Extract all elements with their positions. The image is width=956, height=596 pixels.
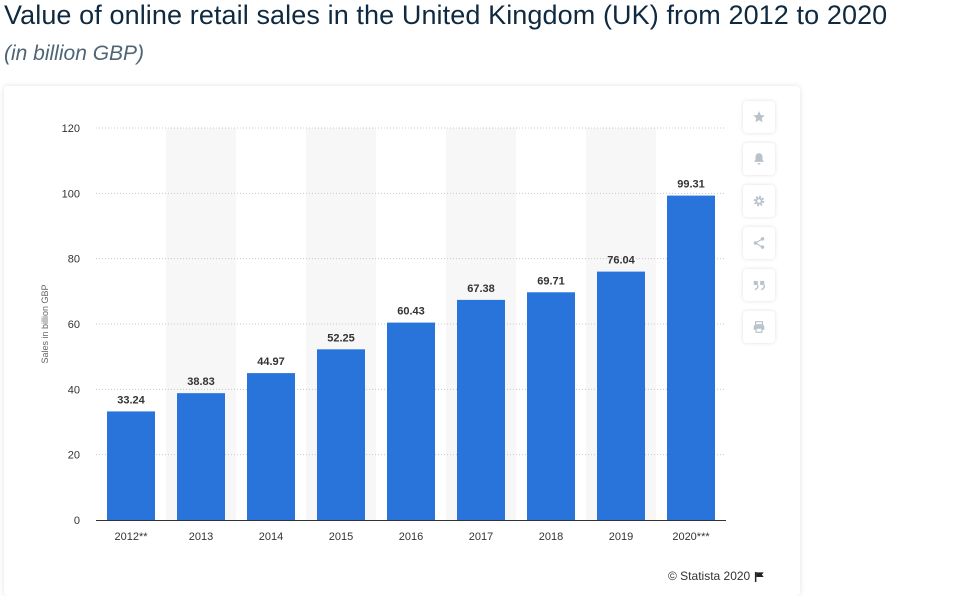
notification-button[interactable] [743, 143, 775, 175]
y-tick-label: 20 [68, 450, 80, 462]
x-tick-label: 2013 [189, 531, 213, 543]
y-tick-label: 120 [62, 123, 80, 135]
x-tick-label: 2019 [609, 531, 633, 543]
y-tick-label: 60 [68, 319, 80, 331]
bar [667, 195, 715, 520]
data-label: 44.97 [257, 356, 285, 368]
x-tick-label: 2012** [114, 531, 148, 543]
y-tick-label: 40 [68, 384, 80, 396]
x-tick-label: 2020*** [672, 531, 710, 543]
x-tick-label: 2014 [259, 531, 283, 543]
data-label: 52.25 [327, 332, 355, 344]
bar [597, 271, 645, 520]
data-label: 99.31 [677, 179, 705, 191]
share-button[interactable] [743, 227, 775, 259]
bar [317, 349, 365, 520]
bar [177, 393, 225, 520]
bar [107, 411, 155, 520]
citation-button[interactable] [743, 269, 775, 301]
bell-icon [754, 153, 764, 165]
bar [247, 373, 295, 520]
quote-icon [753, 280, 765, 291]
star-icon [753, 111, 765, 123]
x-tick-label: 2015 [329, 531, 353, 543]
chart-title: Value of online retail sales in the Unit… [4, 0, 888, 30]
y-axis-label: Sales in billion GBP [40, 284, 50, 363]
bookmark-button[interactable] [743, 101, 775, 133]
data-label: 69.71 [537, 275, 565, 287]
source-credit[interactable]: © Statista 2020 [668, 569, 765, 583]
y-tick-label: 0 [74, 515, 80, 527]
data-label: 60.43 [397, 306, 425, 318]
bar [527, 292, 575, 520]
credit-text: © Statista 2020 [668, 569, 751, 583]
data-label: 38.83 [187, 376, 215, 388]
print-icon [753, 321, 765, 333]
y-tick-label: 80 [68, 254, 80, 266]
bar [387, 322, 435, 520]
print-button[interactable] [743, 311, 775, 343]
x-tick-label: 2017 [469, 531, 493, 543]
gear-icon [753, 195, 765, 207]
data-label: 76.04 [607, 255, 635, 267]
bar [457, 299, 505, 520]
settings-button[interactable] [743, 185, 775, 217]
chart-subtitle: (in billion GBP) [4, 42, 145, 65]
x-tick-label: 2016 [399, 531, 423, 543]
x-tick-label: 2018 [539, 531, 563, 543]
y-tick-label: 100 [62, 188, 80, 200]
flag-icon [755, 571, 764, 582]
data-label: 67.38 [467, 283, 495, 295]
share-icon [753, 237, 765, 249]
chart-toolbar [743, 101, 775, 353]
data-label: 33.24 [117, 394, 145, 406]
